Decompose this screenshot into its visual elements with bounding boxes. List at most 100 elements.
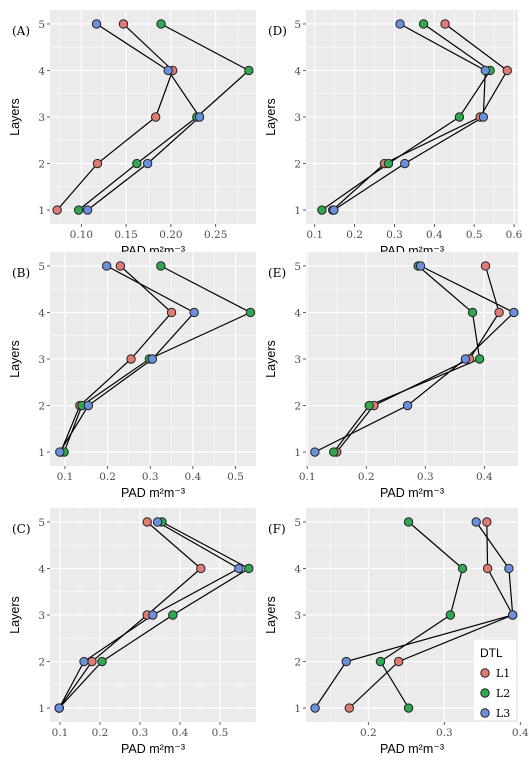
- legend-title: DTL: [480, 646, 503, 660]
- data-point-l1: [92, 158, 103, 169]
- panel-label: (B): [12, 266, 30, 280]
- data-point-l1: [480, 261, 491, 271]
- data-point-l2: [383, 158, 394, 169]
- y-tick-label: 1: [294, 205, 301, 217]
- x-tick-label: 0.4: [426, 229, 443, 241]
- data-point-l3: [79, 656, 89, 667]
- chart-panel: 1 2 3 4 5 0.1 0.2 0.3 0.4 0.5 (C) Layers PAD m²m⁻³: [8, 508, 256, 756]
- data-point-l3: [504, 563, 514, 574]
- y-tick-label: 5: [294, 261, 301, 273]
- chart-panel: 1 2 3 4 5 0.1 0.2 0.3 0.4 (E) Layers PAD m²m⁻³: [264, 252, 519, 500]
- data-point-l2: [156, 19, 166, 29]
- y-tick-label: 2: [294, 657, 301, 669]
- data-point-l3: [102, 261, 112, 271]
- data-point-l3: [478, 112, 489, 122]
- data-point-l1: [344, 703, 355, 713]
- data-point-l3: [310, 447, 320, 457]
- data-point-l2: [132, 158, 142, 169]
- y-axis-title: Layers: [264, 98, 278, 136]
- y-tick-label: 4: [294, 307, 301, 319]
- data-point-l2: [454, 112, 465, 122]
- data-point-l2: [403, 517, 414, 527]
- data-point-l2: [364, 400, 374, 411]
- y-axis-title: Layers: [8, 596, 22, 634]
- data-point-l3: [163, 65, 173, 76]
- data-point-l2: [73, 205, 84, 215]
- x-tick-label: 0.1: [306, 229, 323, 241]
- y-tick-label: 5: [38, 19, 45, 31]
- y-axis-title: Layers: [264, 340, 278, 378]
- y-tick-label: 4: [38, 307, 45, 319]
- x-tick-label: 0.1: [299, 471, 316, 483]
- y-tick-label: 5: [38, 517, 45, 529]
- data-point-l3: [54, 703, 64, 713]
- x-tick-label: 0.2: [346, 229, 363, 241]
- data-point-l2: [97, 656, 107, 667]
- y-tick-label: 2: [38, 657, 45, 669]
- data-point-l3: [329, 205, 339, 215]
- data-point-l1: [494, 307, 504, 318]
- data-point-l1: [52, 205, 62, 215]
- y-tick-label: 4: [38, 65, 45, 77]
- y-tick-label: 4: [38, 563, 45, 575]
- x-tick-label: 0.20: [159, 229, 182, 241]
- data-point-l1: [118, 19, 129, 29]
- x-tick-label: 0.1: [57, 471, 74, 483]
- data-point-l3: [189, 307, 199, 318]
- x-tick-label: 0.2: [99, 471, 116, 483]
- legend-key-l2: [480, 688, 490, 698]
- x-tick-label: 0.4: [512, 727, 529, 739]
- x-tick-label: 0.4: [476, 471, 493, 483]
- data-point-l3: [402, 400, 413, 411]
- data-point-l3: [82, 205, 93, 215]
- x-tick-label: 0.2: [360, 727, 377, 739]
- y-tick-label: 3: [38, 610, 45, 622]
- y-tick-label: 2: [294, 401, 301, 413]
- x-axis-title: PAD m²m⁻³: [121, 742, 185, 756]
- x-tick-label: 0.3: [132, 727, 149, 739]
- y-tick-label: 5: [294, 517, 301, 529]
- data-point-l2: [244, 563, 254, 574]
- y-tick-label: 3: [38, 354, 45, 366]
- panel-label: (F): [268, 522, 286, 536]
- data-point-l2: [418, 19, 429, 29]
- x-axis-title: PAD m²m⁻³: [380, 486, 444, 500]
- legend-key-l1: [480, 668, 490, 678]
- y-tick-label: 5: [38, 261, 45, 273]
- data-point-l2: [156, 261, 166, 271]
- data-point-l3: [509, 307, 519, 318]
- legend-label-l2: L2: [496, 687, 510, 700]
- y-tick-label: 4: [294, 65, 301, 77]
- data-point-l2: [375, 656, 386, 667]
- data-point-l2: [403, 703, 414, 713]
- panel-label: (A): [12, 24, 30, 38]
- data-point-l3: [83, 400, 94, 411]
- data-point-l1: [150, 112, 161, 122]
- data-point-l2: [467, 307, 478, 318]
- y-tick-label: 2: [38, 401, 45, 413]
- data-point-l2: [457, 563, 468, 574]
- y-tick-label: 3: [294, 610, 301, 622]
- data-point-l2: [245, 307, 256, 318]
- data-point-l3: [194, 112, 205, 122]
- data-point-l1: [502, 65, 512, 76]
- data-point-l2: [168, 610, 178, 620]
- y-tick-label: 1: [38, 205, 45, 217]
- data-point-l3: [460, 354, 471, 364]
- x-tick-label: 0.25: [204, 229, 227, 241]
- data-point-l1: [482, 517, 492, 527]
- data-point-l2: [474, 354, 485, 364]
- x-tick-label: 0.6: [506, 229, 523, 241]
- data-point-l2: [329, 447, 339, 457]
- data-point-l2: [317, 205, 327, 215]
- x-tick-label: 0.2: [92, 727, 109, 739]
- x-tick-label: 0.3: [417, 471, 434, 483]
- legend: DTL L1 L2 L3: [474, 640, 516, 720]
- data-point-l3: [400, 158, 410, 169]
- x-tick-label: 0.5: [212, 727, 229, 739]
- data-point-l2: [244, 65, 254, 76]
- panel-label: (C): [12, 522, 31, 536]
- chart-panel: 1 2 3 4 5 0.1 0.2 0.3 0.4 0.5 (B) Layers PAD m²m⁻³: [8, 252, 256, 500]
- panel-label: (E): [268, 266, 286, 280]
